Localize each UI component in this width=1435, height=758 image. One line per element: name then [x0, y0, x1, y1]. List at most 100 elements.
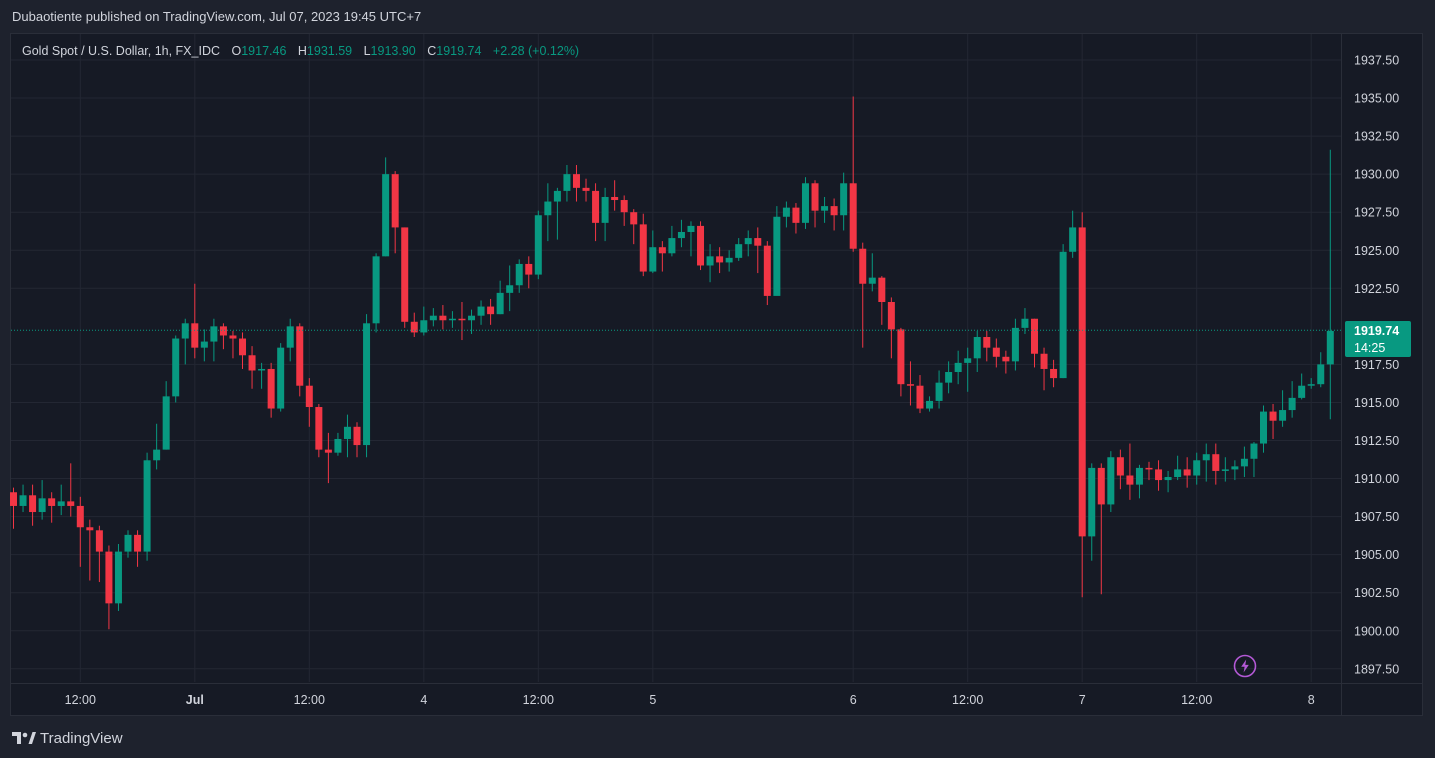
candle [811, 180, 819, 228]
candle [983, 330, 991, 362]
candle [553, 187, 561, 240]
candle-body [1164, 477, 1172, 481]
candle-body [219, 326, 227, 336]
candle-body [735, 244, 743, 258]
candle-body [429, 315, 437, 321]
candle-body [1155, 469, 1163, 481]
candle-body [1145, 467, 1153, 470]
footer-brand[interactable]: TradingView [12, 728, 123, 748]
grid [11, 34, 1422, 716]
candle [620, 195, 628, 226]
chart-pane[interactable] [10, 33, 1423, 716]
candle-body [992, 347, 1000, 357]
candle-body [954, 362, 962, 373]
candle [1317, 352, 1325, 388]
time-tick-label: 12:00 [523, 693, 554, 707]
candle-body [1059, 251, 1067, 379]
candle [525, 256, 533, 289]
candle [143, 452, 151, 561]
candle [697, 221, 705, 271]
candle [964, 347, 972, 392]
candle [48, 492, 56, 523]
candle [639, 213, 647, 277]
candle [1193, 452, 1201, 485]
candle [29, 484, 37, 526]
candle-body [487, 306, 495, 315]
candle [926, 396, 934, 412]
candle-body [296, 326, 304, 386]
candle [763, 241, 771, 306]
candle-body [162, 396, 170, 450]
candle-body [1212, 454, 1220, 471]
price-tick-label: 1907.50 [1354, 510, 1399, 524]
candle [1250, 442, 1258, 478]
candle-body [172, 338, 180, 397]
symbol-name[interactable]: Gold Spot / U.S. Dollar, 1h, FX_IDC [22, 44, 220, 58]
candle-body [1269, 411, 1277, 421]
candle-body [210, 326, 218, 342]
candle [687, 221, 695, 257]
candle-body [821, 206, 829, 211]
candle-body [935, 382, 943, 401]
candle-body [658, 247, 666, 254]
candle-body [1326, 330, 1334, 365]
candle-body [334, 438, 342, 453]
price-tick-label: 1922.50 [1354, 282, 1399, 296]
lightning-icon[interactable] [1233, 654, 1257, 678]
candle [1002, 350, 1010, 374]
candle-body [697, 225, 705, 266]
price-tick-label: 1912.50 [1354, 434, 1399, 448]
candle-body [1240, 458, 1248, 467]
candle-body [878, 277, 886, 302]
candle-body [1078, 227, 1086, 537]
price-tick-label: 1932.50 [1354, 130, 1399, 144]
candle [468, 309, 476, 334]
candle [19, 484, 27, 513]
candle-body [725, 257, 733, 263]
candle [1298, 373, 1306, 400]
candle-body [105, 551, 113, 604]
candle-body [1279, 410, 1287, 421]
candle-body [124, 534, 132, 552]
candle-body [143, 460, 151, 552]
price-axis[interactable]: 1937.50 1935.00 1932.50 1930.00 1927.50 1925.… [1354, 54, 1399, 677]
candle [343, 414, 351, 458]
candle-body [1250, 443, 1258, 459]
candle [572, 165, 580, 202]
candle-body [830, 206, 838, 216]
candle [1126, 443, 1134, 500]
candle-body [1174, 469, 1182, 478]
candle-body [811, 183, 819, 211]
candle-body [200, 341, 208, 348]
candle [105, 545, 113, 630]
candle-body [363, 323, 371, 446]
candle [229, 330, 237, 359]
candle [973, 330, 981, 373]
candle [267, 362, 275, 418]
candle-body [611, 196, 619, 201]
candle [563, 165, 571, 202]
candle [477, 300, 485, 325]
candle [916, 375, 924, 414]
candle [86, 519, 94, 581]
candle [334, 432, 342, 456]
change-value: +2.28 (+0.12%) [492, 44, 580, 58]
candle [954, 350, 962, 385]
candle [1107, 451, 1115, 513]
candle [601, 187, 609, 242]
candle-body [1088, 467, 1096, 537]
candle [1288, 381, 1296, 418]
candle-body [945, 372, 953, 383]
candle [410, 312, 418, 338]
candle [630, 209, 638, 245]
candle [773, 206, 781, 296]
candle [1097, 463, 1105, 595]
candle [725, 250, 733, 272]
candle-body [267, 368, 275, 409]
candle-body [248, 355, 256, 371]
candle-body [563, 174, 571, 191]
candle [716, 247, 724, 274]
candle [1145, 461, 1153, 481]
time-axis[interactable]: 12:00 Jul 12:00 4 12:00 5 6 12:00 7 12:00 8 [65, 693, 1315, 707]
